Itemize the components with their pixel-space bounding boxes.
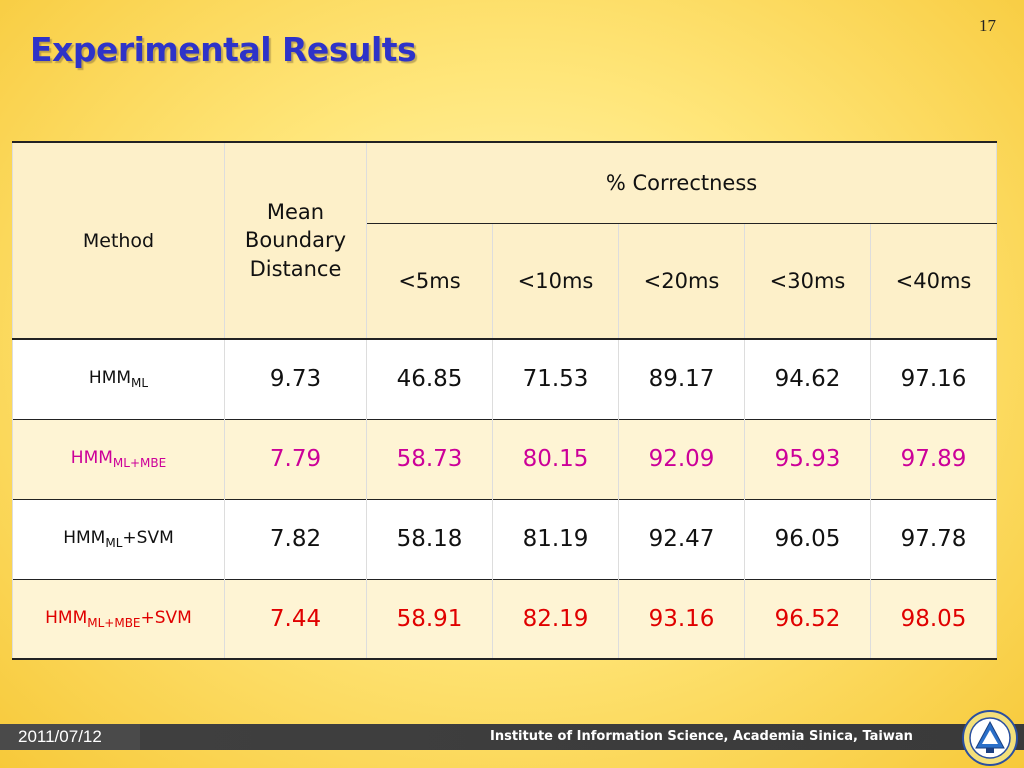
value-cell: 9.73 (224, 339, 367, 419)
method-suffix: +SVM (140, 607, 192, 628)
method-suffix: +SVM (122, 528, 174, 548)
method-cell: HMMML (12, 339, 225, 419)
value-cell: 58.91 (366, 579, 493, 659)
value-cell: 81.19 (492, 499, 619, 579)
mbd-header-line-2: Boundary (244, 228, 347, 253)
value-cell: 96.52 (744, 579, 871, 659)
value-cell: 97.16 (869, 339, 998, 419)
value-cell: 89.17 (618, 339, 745, 419)
method-header: Method (12, 142, 225, 339)
threshold-header-20ms: <20ms (618, 223, 745, 339)
value-cell: 82.19 (492, 579, 619, 659)
value-cell: 80.15 (492, 419, 619, 499)
value-cell: 93.16 (618, 579, 745, 659)
mean-boundary-distance-header: Mean Boundary Distance (224, 142, 367, 339)
footer-date: 2011/07/12 (0, 724, 140, 750)
value-cell: 58.73 (366, 419, 493, 499)
value-cell: 7.44 (224, 579, 367, 659)
method-base: HMM (63, 528, 106, 548)
threshold-header-40ms: <40ms (869, 223, 998, 339)
method-cell: HMMML+SVM (12, 499, 225, 579)
slide-title: Experimental Results (30, 30, 417, 69)
threshold-header-30ms: <30ms (744, 223, 871, 339)
method-subscript: ML (131, 376, 149, 391)
method-subscript: ML+MBE (112, 456, 167, 470)
table-row: HMMML+MBE+SVM 7.44 58.91 82.19 93.16 96.… (12, 579, 998, 659)
value-cell: 7.79 (224, 419, 367, 499)
method-cell: HMMML+MBE+SVM (12, 579, 225, 659)
table-row: HMMML 9.73 46.85 71.53 89.17 94.62 97.16 (12, 339, 998, 419)
value-cell: 7.82 (224, 499, 367, 579)
footer-institute: Institute of Information Science, Academ… (490, 729, 913, 744)
results-table: Method Mean Boundary Distance % Correctn… (12, 141, 998, 660)
value-cell: 97.89 (869, 419, 998, 499)
threshold-header-10ms: <10ms (492, 223, 619, 339)
table-row: HMMML+SVM 7.82 58.18 81.19 92.47 96.05 9… (12, 499, 998, 579)
value-cell: 95.93 (744, 419, 871, 499)
value-cell: 96.05 (744, 499, 871, 579)
mbd-header-line-3: Distance (249, 256, 342, 281)
method-subscript: ML+MBE (87, 615, 141, 630)
method-base: HMM (88, 368, 132, 389)
method-subscript: ML (105, 536, 123, 550)
slide-number: 17 (979, 16, 996, 35)
table-row: HMMML+MBE 7.79 58.73 80.15 92.09 95.93 9… (12, 419, 998, 499)
method-base: HMM (45, 607, 88, 628)
correctness-header: % Correctness (365, 142, 998, 224)
value-cell: 98.05 (869, 579, 998, 659)
value-cell: 92.09 (618, 419, 745, 499)
value-cell: 46.85 (366, 339, 493, 419)
method-cell: HMMML+MBE (12, 419, 225, 499)
mbd-header-line-1: Mean (266, 199, 325, 224)
threshold-header-5ms: <5ms (366, 223, 493, 339)
value-cell: 71.53 (492, 339, 619, 419)
method-base: HMM (70, 448, 113, 468)
footer-bar: 2011/07/12 Institute of Information Scie… (0, 724, 1024, 750)
value-cell: 58.18 (366, 499, 493, 579)
value-cell: 97.78 (869, 499, 998, 579)
value-cell: 92.47 (618, 499, 745, 579)
academia-sinica-seal-icon (962, 710, 1018, 766)
value-cell: 94.62 (744, 339, 871, 419)
